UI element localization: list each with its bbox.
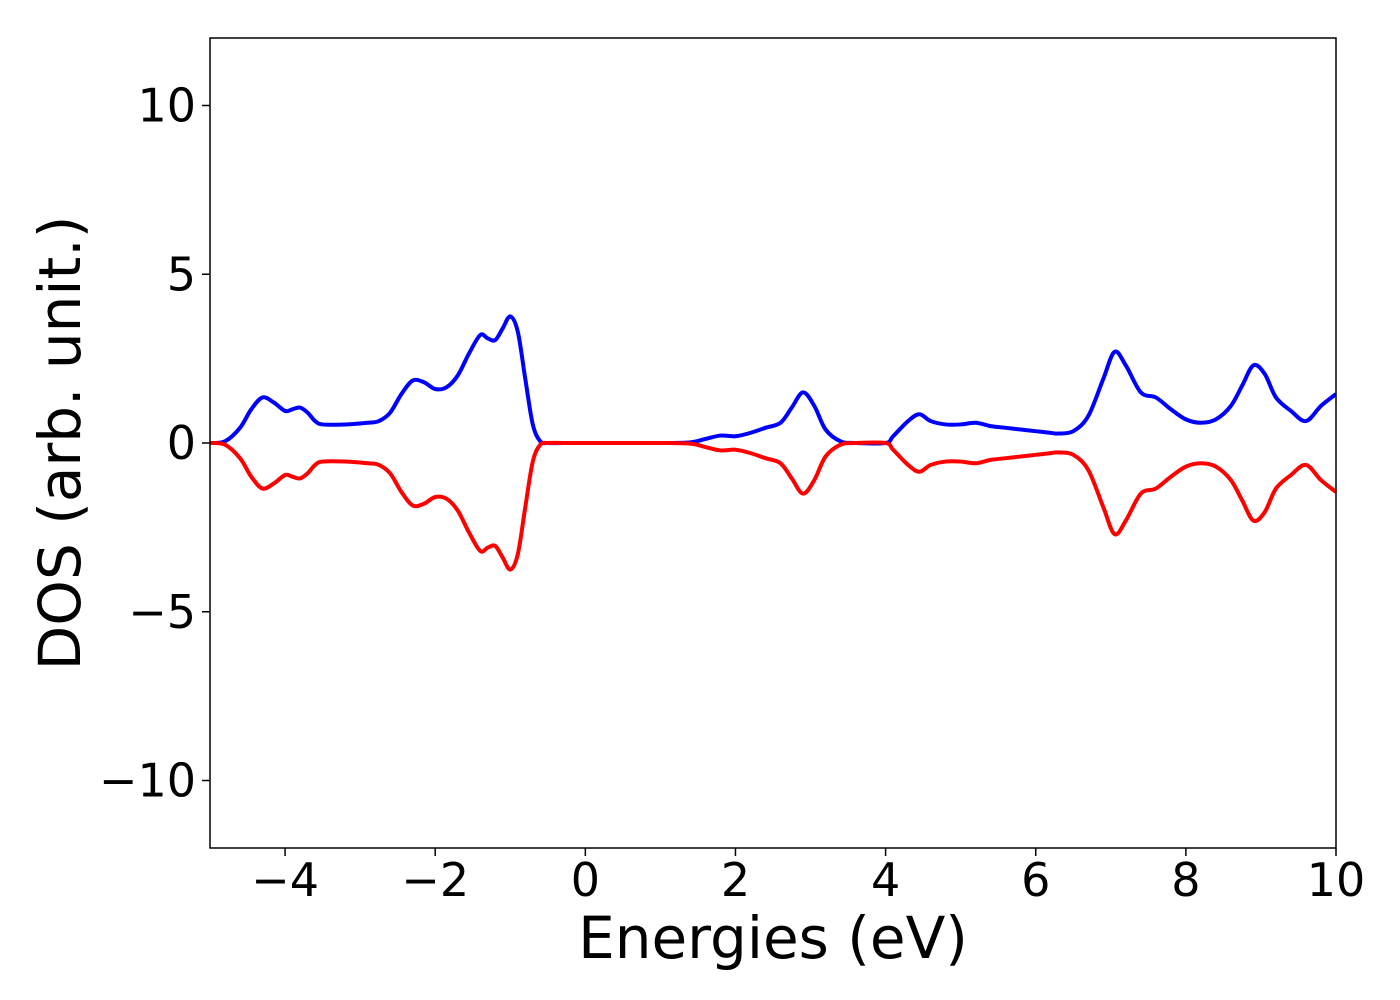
x-tick-label: −4: [251, 853, 319, 907]
x-tick-label: −2: [401, 853, 469, 907]
x-axis-label: Energies (eV): [578, 904, 968, 972]
x-tick-label: 2: [721, 853, 750, 907]
x-tick-label: 4: [871, 853, 900, 907]
x-tick-label: 8: [1171, 853, 1200, 907]
y-tick-label: −5: [128, 585, 196, 639]
series-line-positive: [210, 314, 1336, 446]
y-tick-label: 5: [167, 247, 196, 301]
x-tick-label: 10: [1307, 853, 1366, 907]
y-tick-label: 0: [167, 416, 196, 470]
series-line-negative: [210, 440, 1336, 572]
x-tick-label: 0: [571, 853, 600, 907]
x-tick-label: 6: [1021, 853, 1050, 907]
series-layer: [210, 314, 1336, 572]
y-axis: 10 5 0 −5 −10: [99, 79, 210, 808]
y-axis-label: DOS (arb. unit.): [26, 216, 94, 671]
y-tick-label: −10: [99, 754, 196, 808]
y-tick-label: 10: [137, 79, 196, 133]
x-axis: −4 −2 0 2 4 6 8 10: [251, 848, 1365, 907]
plot-frame: [209, 37, 1337, 849]
